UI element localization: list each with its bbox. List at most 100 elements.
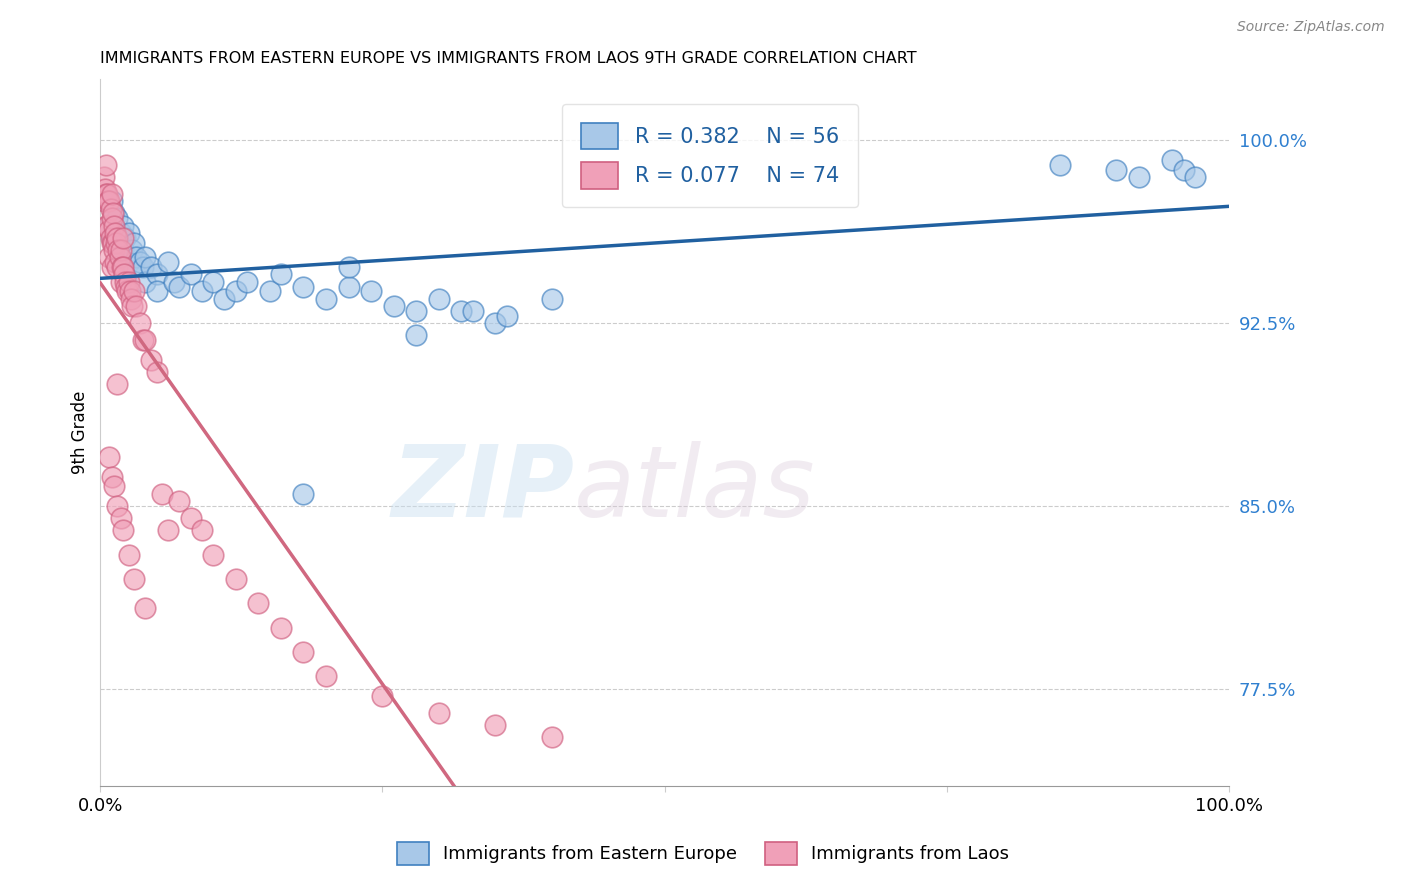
Point xyxy=(461,304,484,318)
Point xyxy=(540,292,562,306)
Point xyxy=(450,304,472,318)
Point xyxy=(270,621,292,635)
Point xyxy=(98,223,121,237)
Point xyxy=(98,250,121,264)
Point xyxy=(103,243,125,257)
Point xyxy=(94,158,117,172)
Point xyxy=(122,235,145,250)
Point xyxy=(103,219,125,233)
Point xyxy=(105,235,128,250)
Point xyxy=(247,596,270,610)
Point xyxy=(98,219,121,233)
Point xyxy=(122,285,145,299)
Point xyxy=(1173,162,1195,177)
Point xyxy=(236,275,259,289)
Point xyxy=(132,333,155,347)
Point xyxy=(108,250,131,264)
Point xyxy=(191,285,214,299)
Point xyxy=(134,250,156,264)
Point xyxy=(100,469,122,483)
Point xyxy=(484,718,506,732)
Point xyxy=(202,275,225,289)
Point xyxy=(117,548,139,562)
Point xyxy=(315,292,337,306)
Point xyxy=(169,279,191,293)
Point xyxy=(146,365,169,379)
Point xyxy=(101,235,124,250)
Point xyxy=(120,292,142,306)
Point xyxy=(121,243,143,257)
Point xyxy=(100,235,122,250)
Point xyxy=(114,275,136,289)
Point xyxy=(132,260,155,274)
Point xyxy=(105,499,128,513)
Point xyxy=(117,285,139,299)
Point xyxy=(146,268,169,282)
Point xyxy=(111,523,134,537)
Point xyxy=(117,255,139,269)
Point xyxy=(105,376,128,391)
Point xyxy=(111,243,134,257)
Point xyxy=(107,243,129,257)
Point xyxy=(112,268,135,282)
Point xyxy=(427,706,450,720)
Point xyxy=(104,255,127,269)
Point xyxy=(100,231,122,245)
Point xyxy=(146,285,169,299)
Point xyxy=(98,194,121,209)
Point xyxy=(121,299,143,313)
Point xyxy=(103,206,125,220)
Point xyxy=(110,226,132,240)
Point xyxy=(100,231,122,245)
Point xyxy=(214,292,236,306)
Point xyxy=(1105,162,1128,177)
Point xyxy=(337,260,360,274)
Point xyxy=(103,479,125,493)
Point xyxy=(97,194,120,209)
Point xyxy=(110,243,132,257)
Point xyxy=(1128,169,1150,184)
Point xyxy=(111,260,134,274)
Point xyxy=(94,182,117,196)
Point xyxy=(118,285,141,299)
Point xyxy=(94,219,117,233)
Point xyxy=(111,260,134,274)
Y-axis label: 9th Grade: 9th Grade xyxy=(72,391,89,475)
Point xyxy=(259,285,281,299)
Point xyxy=(125,250,148,264)
Text: atlas: atlas xyxy=(574,441,815,538)
Point xyxy=(117,275,139,289)
Point xyxy=(93,194,115,209)
Point xyxy=(191,523,214,537)
Point xyxy=(100,202,122,216)
Point xyxy=(382,299,405,313)
Point xyxy=(96,186,118,201)
Point xyxy=(405,328,427,343)
Point xyxy=(114,231,136,245)
Point xyxy=(1161,153,1184,167)
Point xyxy=(139,352,162,367)
Point xyxy=(96,219,118,233)
Point xyxy=(163,275,186,289)
Point xyxy=(292,279,315,293)
Point xyxy=(1184,169,1206,184)
Point xyxy=(128,255,150,269)
Point xyxy=(100,194,122,209)
Text: IMMIGRANTS FROM EASTERN EUROPE VS IMMIGRANTS FROM LAOS 9TH GRADE CORRELATION CHA: IMMIGRANTS FROM EASTERN EUROPE VS IMMIGR… xyxy=(100,51,917,66)
Point xyxy=(315,669,337,683)
Point xyxy=(484,316,506,330)
Legend: R = 0.382    N = 56, R = 0.077    N = 74: R = 0.382 N = 56, R = 0.077 N = 74 xyxy=(562,103,858,208)
Point xyxy=(110,275,132,289)
Point xyxy=(134,275,156,289)
Point xyxy=(110,511,132,525)
Text: ZIP: ZIP xyxy=(391,441,574,538)
Point xyxy=(337,279,360,293)
Point xyxy=(128,316,150,330)
Point xyxy=(292,645,315,659)
Point xyxy=(134,333,156,347)
Point xyxy=(105,260,128,274)
Point xyxy=(152,486,174,500)
Point xyxy=(98,450,121,464)
Point xyxy=(104,226,127,240)
Point xyxy=(105,211,128,226)
